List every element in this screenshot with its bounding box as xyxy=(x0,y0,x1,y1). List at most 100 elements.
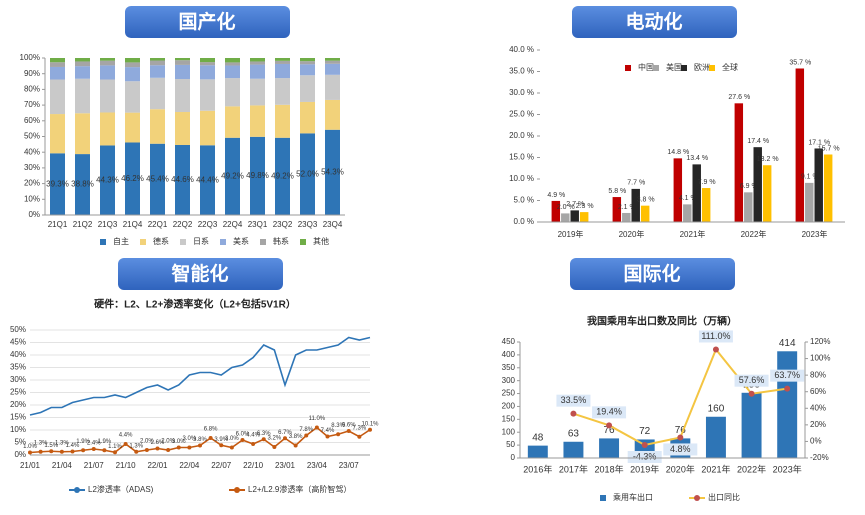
bar xyxy=(795,68,805,223)
x-tick-label: 23/01 xyxy=(275,461,296,470)
y-tick-label: 25.0 % xyxy=(509,110,534,119)
x-tick-label: 22Q1 xyxy=(148,220,168,229)
section-heading-bg xyxy=(572,6,737,38)
y-tick-label: 50% xyxy=(24,132,40,141)
point xyxy=(570,410,577,417)
y-tick-label: 15.0 % xyxy=(509,153,534,162)
bar xyxy=(805,182,814,222)
x-tick-label: 22/07 xyxy=(211,461,232,470)
x-tick-label: 2022年 xyxy=(737,463,766,474)
label-box xyxy=(663,443,698,456)
bar xyxy=(701,188,711,222)
bar-segment xyxy=(50,58,65,63)
data-label: 17.4 % xyxy=(747,138,769,145)
point xyxy=(81,448,86,453)
bar-segment xyxy=(325,63,340,75)
data-label: 6.3% xyxy=(257,431,271,437)
legend-swatch xyxy=(220,239,226,245)
bar-segment xyxy=(300,75,315,102)
label-box xyxy=(698,330,733,343)
x-tick-label: 21/07 xyxy=(84,461,105,470)
y-tick-label: -20% xyxy=(810,453,829,462)
x-tick-label: 2023年 xyxy=(802,229,828,239)
y-tick-label: 60% xyxy=(24,116,40,125)
bar-segment xyxy=(75,113,90,155)
point xyxy=(240,438,245,442)
y-tick-label: 0.0 % xyxy=(514,217,534,226)
point xyxy=(198,443,202,448)
data-label: 1.5% xyxy=(44,443,58,449)
x-tick-label: 2020年 xyxy=(666,463,695,474)
data-label: -4.3% xyxy=(633,451,657,461)
data-label: 3.2% xyxy=(268,436,282,442)
y-tick-label: 80% xyxy=(810,370,826,379)
data-label: 13.4 % xyxy=(686,155,708,162)
data-label: 72 xyxy=(639,426,651,437)
bar-segment xyxy=(125,142,140,215)
bar-segment xyxy=(50,62,65,67)
bar xyxy=(753,147,762,222)
y-tick-label: 10.0 % xyxy=(509,174,534,183)
label-box xyxy=(556,394,591,407)
y-tick-label: 90% xyxy=(24,69,40,78)
y-tick-label: 30% xyxy=(24,163,40,172)
y-tick-label: 15% xyxy=(10,413,26,422)
data-label: 45.4% xyxy=(146,174,169,183)
point xyxy=(677,434,684,441)
x-tick-label: 2016年 xyxy=(523,463,552,474)
y-tick-label: 100 xyxy=(502,427,516,436)
x-tick-label: 21/04 xyxy=(52,461,73,470)
data-label: 27.6 % xyxy=(728,94,750,101)
data-label: 39.3% xyxy=(46,179,69,188)
bar xyxy=(527,445,548,458)
bar-segment xyxy=(125,62,140,68)
bar-segment xyxy=(175,112,190,145)
bar xyxy=(734,103,744,222)
legend-label: 美国 xyxy=(666,62,682,72)
x-tick-label: 2018年 xyxy=(595,463,624,474)
bar-segment xyxy=(225,62,240,66)
bar xyxy=(744,192,753,222)
bar-segment xyxy=(175,64,190,80)
bar-segment xyxy=(100,79,115,113)
data-label: 1.9% xyxy=(98,439,112,445)
bar-segment xyxy=(75,66,90,79)
section-heading: 国产化 xyxy=(178,10,235,33)
data-label: 9.6% xyxy=(342,423,356,429)
bar xyxy=(579,212,589,222)
data-label: 54.3% xyxy=(321,167,344,176)
point xyxy=(304,433,309,438)
y-tick-label: 350 xyxy=(502,363,516,372)
bar-segment xyxy=(100,65,115,80)
y-tick-label: 0% xyxy=(28,210,40,219)
data-label: 7.3% xyxy=(353,425,367,431)
y-tick-label: 40.0 % xyxy=(509,45,534,54)
legend-marker xyxy=(694,495,700,501)
data-label: 3.9% xyxy=(214,437,228,443)
y-tick-label: 120% xyxy=(810,337,830,346)
label-box xyxy=(770,369,805,382)
data-label: 6.8% xyxy=(204,427,218,433)
bar-segment xyxy=(275,78,290,105)
x-tick-label: 22/04 xyxy=(179,461,200,470)
x-tick-label: 22Q3 xyxy=(198,220,218,229)
bar-segment xyxy=(150,109,165,144)
bar xyxy=(741,392,762,458)
bar-segment xyxy=(150,77,165,110)
data-label: 160 xyxy=(708,403,725,414)
x-tick-label: 22Q4 xyxy=(223,220,243,229)
y-tick-label: 20% xyxy=(810,420,826,429)
data-label: 7.8% xyxy=(299,427,313,433)
bar-segment xyxy=(50,66,65,80)
data-label: 1.9% xyxy=(76,439,90,445)
bar-segment xyxy=(275,63,290,79)
bar xyxy=(640,205,650,222)
bar-segment xyxy=(200,65,215,80)
point xyxy=(49,449,54,454)
y-tick-label: 40% xyxy=(24,147,40,156)
point xyxy=(325,434,330,439)
data-label: 2.4% xyxy=(87,441,101,447)
bar-segment xyxy=(125,67,140,82)
legend-label: L2+/L2.9渗透率（高阶智驾） xyxy=(248,484,351,494)
bar xyxy=(563,441,584,458)
